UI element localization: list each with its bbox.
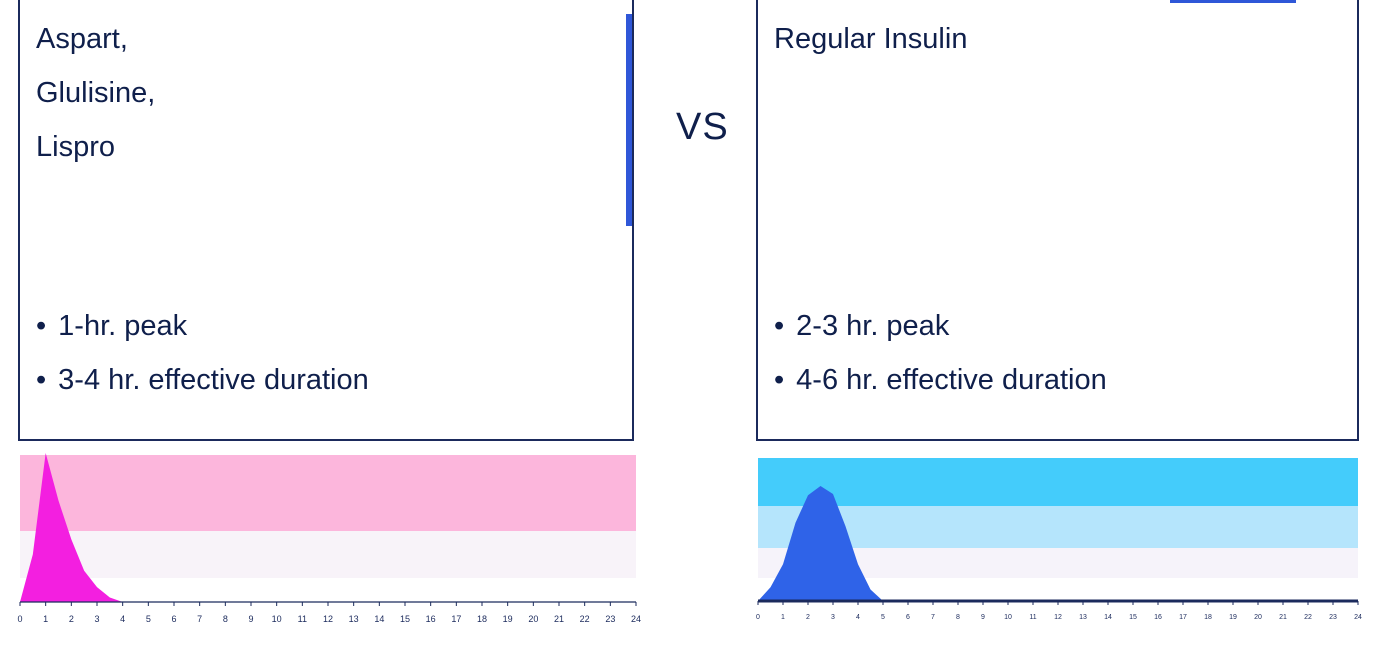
x-tick-label: 6 bbox=[906, 614, 910, 621]
x-tick-label: 21 bbox=[554, 614, 564, 624]
x-tick-label: 11 bbox=[298, 614, 307, 624]
background-band bbox=[20, 455, 636, 531]
x-tick-label: 18 bbox=[477, 614, 487, 624]
x-tick-label: 24 bbox=[1354, 614, 1362, 621]
x-tick-label: 16 bbox=[1154, 614, 1162, 621]
x-tick-label: 23 bbox=[605, 614, 615, 624]
x-tick-label: 19 bbox=[503, 614, 513, 624]
x-tick-label: 0 bbox=[756, 614, 760, 621]
x-tick-label: 17 bbox=[451, 614, 461, 624]
x-tick-label: 20 bbox=[1254, 614, 1262, 621]
x-tick-label: 16 bbox=[426, 614, 436, 624]
property-bullet: 3-4 hr. effective duration bbox=[36, 353, 369, 407]
property-bullet: 1-hr. peak bbox=[36, 299, 369, 353]
right-insulin-names: Regular Insulin bbox=[774, 12, 967, 66]
x-tick-label: 15 bbox=[1129, 614, 1137, 621]
x-tick-label: 23 bbox=[1329, 614, 1337, 621]
right-top-accent bbox=[1170, 0, 1296, 3]
x-tick-label: 6 bbox=[171, 614, 176, 624]
x-tick-label: 20 bbox=[528, 614, 538, 624]
x-tick-label: 2 bbox=[806, 614, 810, 621]
x-tick-label: 14 bbox=[1104, 614, 1112, 621]
x-tick-label: 3 bbox=[94, 614, 99, 624]
x-tick-label: 12 bbox=[1054, 614, 1062, 621]
x-tick-label: 9 bbox=[248, 614, 253, 624]
x-tick-label: 1 bbox=[43, 614, 48, 624]
right-insulin-card: Regular Insulin 2-3 hr. peak 4-6 hr. eff… bbox=[756, 0, 1359, 441]
x-tick-label: 0 bbox=[17, 614, 22, 624]
x-tick-label: 3 bbox=[831, 614, 835, 621]
x-tick-label: 14 bbox=[374, 614, 384, 624]
action-curve-area bbox=[20, 453, 636, 602]
property-bullet: 4-6 hr. effective duration bbox=[774, 353, 1107, 407]
regular-insulin-action-chart: 0 1 2 3 4 5 6 7 8 9 10 11 12 13 14 15 16 17 18 19 20 21 22 23 24 bbox=[756, 458, 1362, 621]
insulin-name: Glulisine, bbox=[36, 77, 156, 109]
x-tick-label: 2 bbox=[69, 614, 74, 624]
x-tick-label: 8 bbox=[956, 614, 960, 621]
x-tick-label: 11 bbox=[1029, 614, 1036, 621]
x-tick-label: 5 bbox=[146, 614, 151, 624]
x-tick-label: 10 bbox=[1004, 614, 1012, 621]
x-tick-label: 15 bbox=[400, 614, 410, 624]
background-band bbox=[758, 506, 1358, 548]
x-tick-label: 17 bbox=[1179, 614, 1187, 621]
rapid-insulin-action-chart: 0 1 2 3 4 5 6 7 8 9 10 11 12 13 14 15 16 17 18 19 20 21 22 23 24 bbox=[17, 453, 641, 624]
x-tick-label: 4 bbox=[856, 614, 860, 621]
x-tick-label: 19 bbox=[1229, 614, 1237, 621]
x-tick-label: 1 bbox=[781, 614, 785, 621]
x-tick-label: 24 bbox=[631, 614, 641, 624]
background-band bbox=[20, 531, 636, 578]
vs-label: VS bbox=[676, 106, 729, 148]
right-properties-list: 2-3 hr. peak 4-6 hr. effective duration bbox=[774, 299, 1107, 407]
insulin-name: Aspart, bbox=[36, 23, 128, 55]
left-accent-bar bbox=[626, 14, 632, 226]
x-tick-label: 21 bbox=[1279, 614, 1287, 621]
x-tick-label: 12 bbox=[323, 614, 333, 624]
insulin-name: Lispro bbox=[36, 131, 115, 163]
x-tick-label: 22 bbox=[580, 614, 590, 624]
insulin-name: Regular Insulin bbox=[774, 23, 968, 55]
x-tick-label: 5 bbox=[881, 614, 885, 621]
left-insulin-names: Aspart, Glulisine, Lispro bbox=[36, 12, 155, 174]
x-tick-label: 9 bbox=[981, 614, 985, 621]
x-tick-label: 4 bbox=[120, 614, 125, 624]
left-top-accent bbox=[445, 0, 533, 3]
background-band bbox=[758, 458, 1358, 506]
left-insulin-card: Aspart, Glulisine, Lispro 1-hr. peak 3-4… bbox=[18, 0, 634, 441]
left-properties-list: 1-hr. peak 3-4 hr. effective duration bbox=[36, 299, 369, 407]
x-tick-label: 7 bbox=[931, 614, 935, 621]
x-tick-label: 13 bbox=[1079, 614, 1087, 621]
x-tick-label: 7 bbox=[197, 614, 202, 624]
x-tick-label: 8 bbox=[223, 614, 228, 624]
x-tick-label: 22 bbox=[1304, 614, 1312, 621]
x-tick-label: 10 bbox=[272, 614, 282, 624]
property-bullet: 2-3 hr. peak bbox=[774, 299, 1107, 353]
x-tick-label: 18 bbox=[1204, 614, 1212, 621]
x-tick-label: 13 bbox=[349, 614, 359, 624]
action-curve-area bbox=[758, 486, 1358, 601]
